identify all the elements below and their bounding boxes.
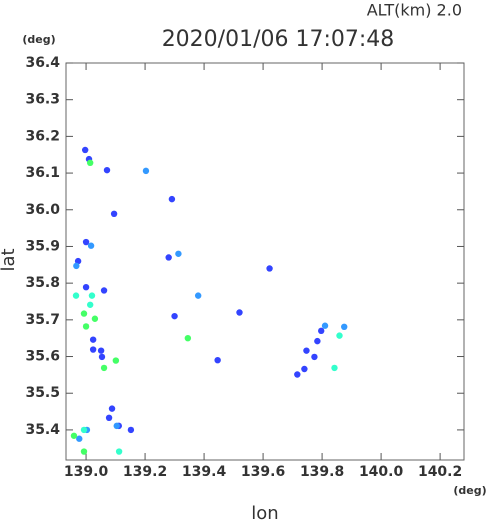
echo-point xyxy=(318,327,325,335)
echo-point xyxy=(98,353,106,361)
x-tick-label: 140.2 xyxy=(418,464,462,480)
echo-point xyxy=(341,323,348,331)
x-unit: (deg) xyxy=(453,484,486,497)
y-tick-label: 36.0 xyxy=(25,202,60,218)
echo-point xyxy=(236,309,243,316)
echo-point xyxy=(321,322,329,329)
x-tick-label: 139.8 xyxy=(300,464,344,480)
echo-point xyxy=(110,210,118,218)
y-axis-label: lat xyxy=(0,248,19,271)
echo-point xyxy=(165,254,172,261)
echo-point xyxy=(113,422,120,430)
echo-point xyxy=(82,283,90,291)
echo-point xyxy=(70,432,78,439)
echo-point xyxy=(127,426,135,434)
echo-point xyxy=(80,448,88,455)
x-tick-label: 139.2 xyxy=(123,464,167,480)
echo-point xyxy=(97,347,105,354)
echo-point xyxy=(168,195,176,203)
x-tick-label: 139.6 xyxy=(241,464,285,480)
chart-title: 2020/01/06 17:07:48 xyxy=(162,27,395,52)
y-tick-label: 36.1 xyxy=(25,165,60,181)
echo-point xyxy=(89,346,97,353)
echo-point xyxy=(80,426,88,434)
y-tick-label: 35.5 xyxy=(25,385,60,401)
y-tick-label: 36.2 xyxy=(25,128,60,144)
echo-point xyxy=(103,166,111,174)
y-tick-label: 35.7 xyxy=(25,312,60,328)
echo-point xyxy=(81,146,89,154)
echo-point xyxy=(115,448,123,455)
echo-point xyxy=(294,371,301,378)
echo-point xyxy=(184,334,192,342)
echo-point xyxy=(72,292,80,299)
echo-point xyxy=(331,364,338,372)
echo-point xyxy=(88,292,96,299)
echo-point xyxy=(105,414,113,422)
y-tick-label: 35.8 xyxy=(25,275,60,291)
echo-point xyxy=(266,265,273,272)
echo-point xyxy=(301,365,308,373)
y-tick-label: 35.6 xyxy=(25,349,60,365)
echo-point xyxy=(194,292,202,299)
echo-point xyxy=(171,312,178,320)
y-tick-label: 35.9 xyxy=(25,238,60,254)
echo-point xyxy=(108,405,116,412)
plot-frame xyxy=(65,62,465,461)
echo-point xyxy=(100,364,108,372)
echo-point xyxy=(73,262,80,270)
x-tick-label: 140.0 xyxy=(359,464,404,480)
echo-point xyxy=(82,238,90,246)
altitude-label: ALT(km) 2.0 xyxy=(367,1,462,20)
echo-point xyxy=(82,323,90,330)
echo-point xyxy=(86,159,94,167)
x-tick-label: 139.4 xyxy=(182,464,227,480)
echo-point xyxy=(336,332,343,339)
echo-point xyxy=(214,356,221,364)
echo-point xyxy=(87,242,95,249)
echo-point xyxy=(100,287,108,294)
y-tick-label: 36.4 xyxy=(25,55,60,71)
y-unit: (deg) xyxy=(22,33,55,46)
echo-point xyxy=(76,435,83,442)
echo-point xyxy=(86,301,94,308)
x-tick-label: 139.0 xyxy=(64,464,109,480)
echo-point xyxy=(80,310,88,317)
echo-point xyxy=(112,357,120,364)
y-tick-label: 35.4 xyxy=(25,422,60,438)
echo-point xyxy=(314,337,321,345)
echo-point xyxy=(89,336,97,343)
x-axis-label: lon xyxy=(251,503,278,521)
echo-point xyxy=(142,167,150,175)
y-tick-label: 36.3 xyxy=(25,92,60,108)
echo-point xyxy=(311,353,318,361)
echo-point xyxy=(91,315,99,322)
echo-point xyxy=(303,347,310,354)
echo-point xyxy=(175,250,182,257)
